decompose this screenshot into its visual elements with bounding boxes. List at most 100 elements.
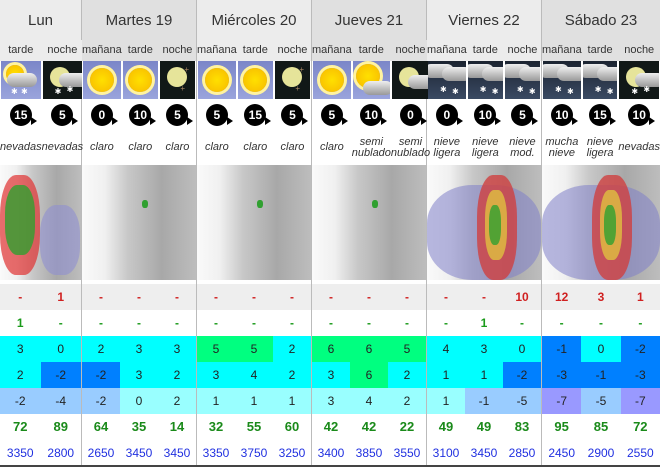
temp-avg: 2: [0, 362, 41, 388]
period-column: mañana 0 claro: [82, 40, 122, 165]
temp-avg: 3: [120, 362, 158, 388]
temp-max: 4: [427, 336, 465, 362]
temp-min: -7: [620, 388, 660, 414]
humidity-value: 85: [593, 419, 609, 434]
period-column: noche + + 5 claro: [273, 40, 312, 165]
period-column: mañana ✱ ✱ 10 mucha nieve: [542, 40, 582, 165]
period-label: tarde: [0, 40, 42, 61]
temp-avg: -3: [542, 362, 582, 388]
rain-value: -: [120, 284, 158, 310]
weather-description: nieve ligera: [471, 135, 499, 159]
freezing-level: 3350: [6, 446, 34, 460]
weather-icon-sun: [122, 61, 158, 99]
day-header[interactable]: Martes 19: [82, 0, 196, 40]
freezing-level: 2800: [47, 446, 75, 460]
day-header[interactable]: Sábado 23: [542, 0, 660, 40]
snow-value: -: [520, 316, 524, 330]
period-label: mañana: [82, 40, 122, 61]
temp-max: 3: [158, 336, 196, 362]
weather-icon-moon-cloud-snow: ✱ ✱: [619, 61, 659, 99]
freezing-level: 3550: [393, 446, 421, 460]
temp-min: 1: [427, 388, 465, 414]
humidity-value: 49: [438, 419, 454, 434]
humidity-value: 55: [246, 419, 262, 434]
wind-arrow-icon: 15: [244, 103, 272, 126]
period-column: noche ✱ ✱ 5 nevadas: [41, 40, 84, 165]
day-header[interactable]: Jueves 21: [312, 0, 426, 40]
rain-value: -: [235, 284, 273, 310]
wind-indicator: 5: [504, 99, 541, 130]
weather-description: claro: [89, 141, 114, 153]
temp-avg: 1: [465, 362, 503, 388]
temp-min: -1: [465, 388, 503, 414]
freezing-level: 3400: [317, 446, 345, 460]
weather-description: mucha nieve: [545, 135, 579, 159]
day-column: Sábado 23 mañana ✱ ✱ 10 mucha nieve tarde…: [542, 0, 660, 466]
precipitation-map[interactable]: [0, 165, 81, 280]
snow-value: -: [444, 316, 448, 330]
rain-value: -: [82, 284, 120, 310]
weather-description: nevadas: [0, 141, 42, 153]
period-label: mañana: [427, 40, 467, 61]
weather-icon-cloud-snow: ✱ ✱: [504, 61, 541, 99]
period-label: mañana: [197, 40, 237, 61]
freezing-level: 3450: [125, 446, 153, 460]
temp-max: 3: [465, 336, 503, 362]
rain-value: 1: [40, 284, 81, 310]
snow-value: -: [214, 316, 218, 330]
wind-indicator: 5: [42, 99, 84, 130]
precipitation-map[interactable]: [542, 165, 660, 280]
snow-value: -: [559, 316, 564, 330]
day-column: Lun tarde ✱ ✱ 15 nevadas noche ✱ ✱ 5 nevad…: [0, 0, 84, 466]
temp-avg: -1: [581, 362, 621, 388]
day-header[interactable]: Viernes 22: [427, 0, 541, 40]
period-column: noche + + 5 claro: [158, 40, 197, 165]
rain-value: 12: [542, 284, 582, 310]
temp-max: 3: [120, 336, 158, 362]
rain-value: 10: [503, 284, 541, 310]
weather-description: nevadas: [618, 141, 660, 153]
precipitation-map[interactable]: [197, 165, 311, 280]
temp-avg: -3: [620, 362, 660, 388]
weather-description: semi nublado: [390, 135, 431, 159]
humidity-value: 83: [514, 419, 530, 434]
rain-value: -: [197, 284, 235, 310]
day-header[interactable]: Lun: [0, 0, 81, 40]
weather-icon-cloud-snow: ✱ ✱: [582, 61, 618, 99]
period-column: noche 0 semi nublado: [390, 40, 431, 165]
wind-indicator: 10: [352, 99, 391, 130]
wind-arrow-icon: 10: [550, 103, 578, 126]
day-header[interactable]: Miércoles 20: [197, 0, 311, 40]
temp-avg: 1: [427, 362, 465, 388]
rain-value: -: [388, 284, 426, 310]
freezing-level: 3100: [432, 446, 460, 460]
humidity-value: 42: [361, 419, 377, 434]
snow-value: 1: [480, 316, 488, 330]
precipitation-map[interactable]: [82, 165, 196, 280]
period-column: tarde ✱ ✱ 15 nevadas: [0, 40, 42, 165]
freezing-level: 2850: [508, 446, 536, 460]
wind-indicator: 0: [82, 99, 122, 130]
weather-icon-cloud-snow: ✱ ✱: [428, 61, 466, 99]
temp-avg: -2: [40, 362, 81, 388]
weather-icon-cloud-snow: ✱ ✱: [543, 61, 581, 99]
weather-description: nevadas: [41, 141, 84, 153]
period-label: noche: [618, 40, 660, 61]
snow-value: -: [329, 316, 333, 330]
wind-arrow-icon: 10: [628, 103, 656, 126]
wind-arrow-icon: 10: [474, 103, 502, 126]
humidity-value: 35: [131, 419, 147, 434]
rain-value: -: [312, 284, 350, 310]
wind-arrow-icon: 5: [511, 103, 539, 126]
temp-max: -1: [542, 336, 582, 362]
day-column: Viernes 22 mañana ✱ ✱ 0 nieve ligera tard…: [427, 0, 542, 466]
temp-avg: 2: [388, 362, 426, 388]
temp-max: 3: [0, 336, 41, 362]
humidity-value: 22: [399, 419, 415, 434]
precipitation-map[interactable]: [427, 165, 541, 280]
wind-arrow-icon: 5: [166, 103, 194, 126]
wind-arrow-icon: 15: [589, 103, 617, 126]
wind-arrow-icon: 15: [9, 103, 37, 126]
wind-indicator: 5: [197, 99, 237, 130]
precipitation-map[interactable]: [312, 165, 426, 280]
